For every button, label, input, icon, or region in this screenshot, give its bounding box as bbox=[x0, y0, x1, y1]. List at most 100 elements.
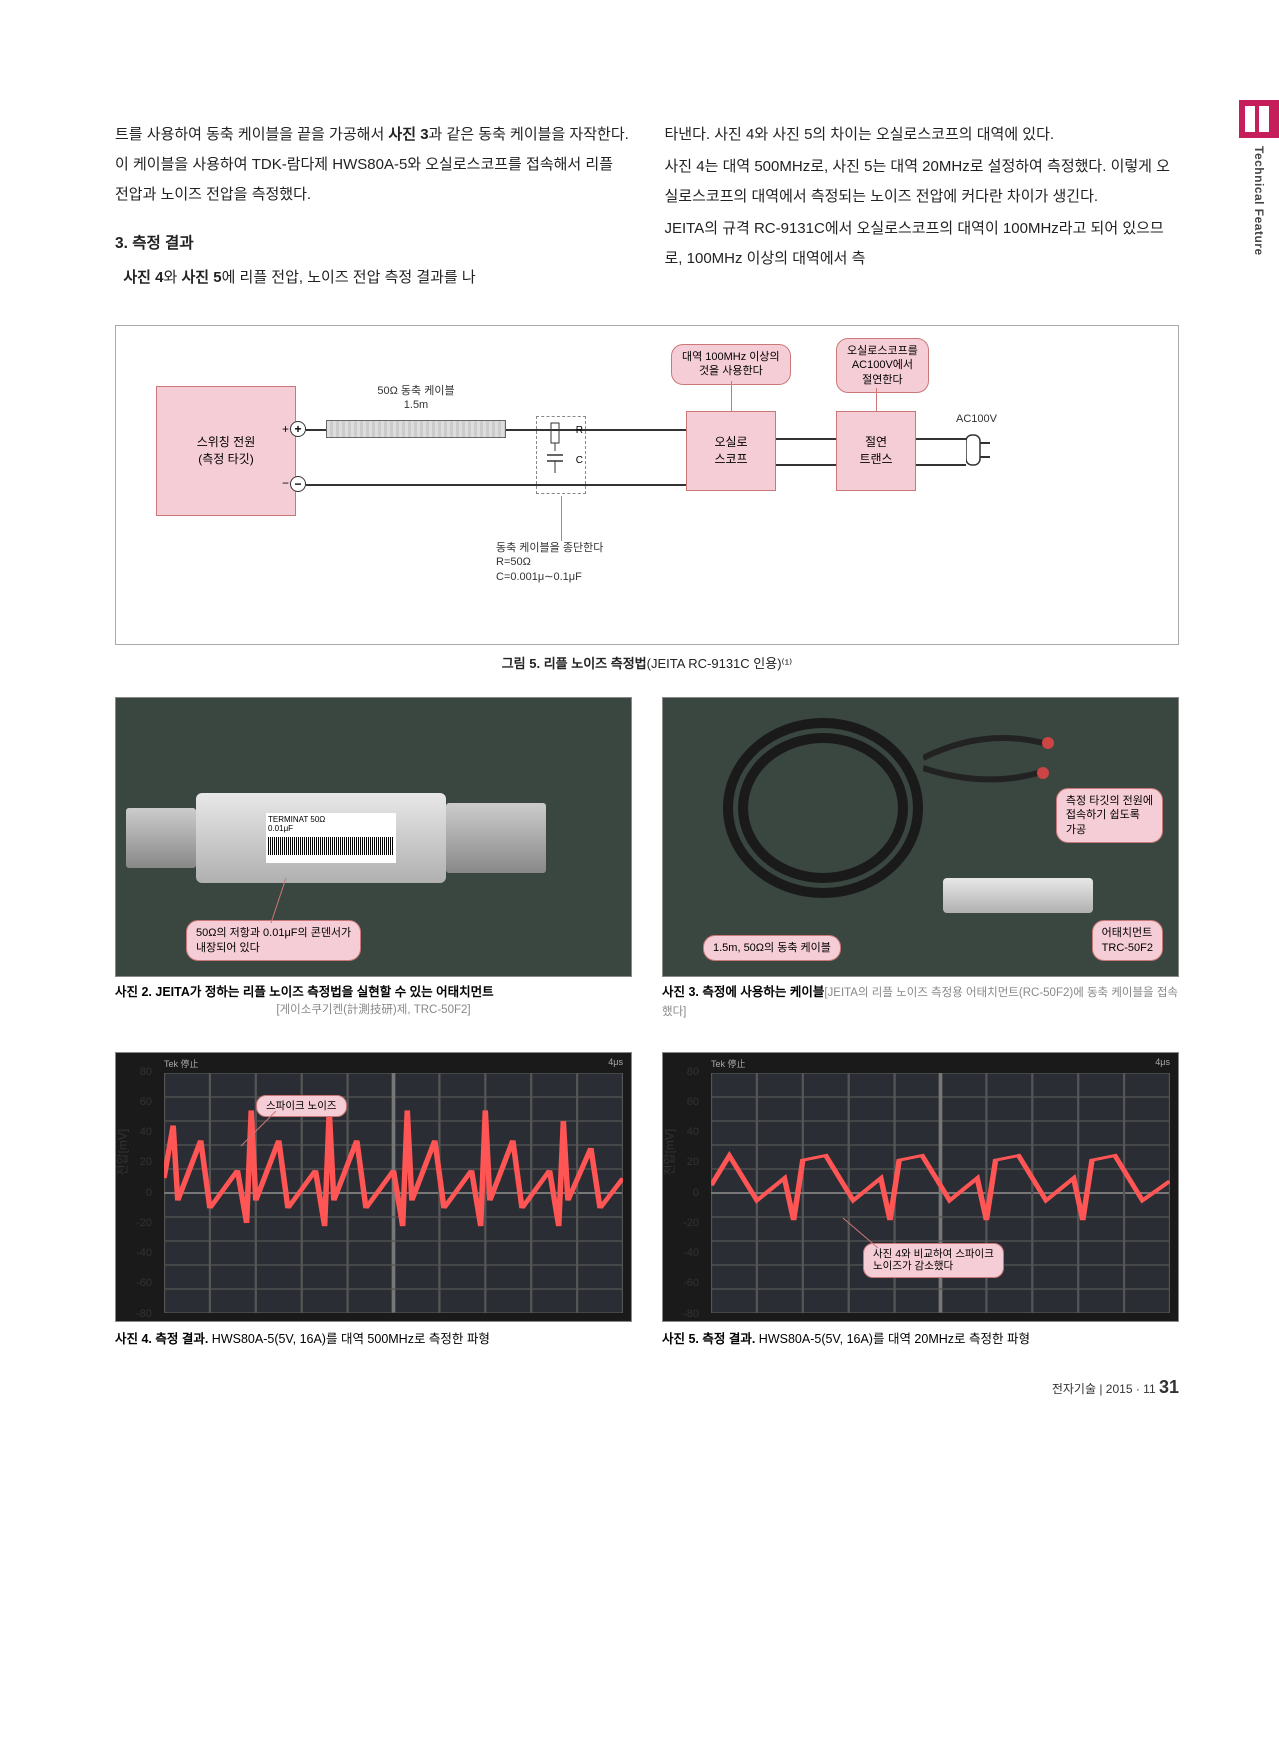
body-text-r1: 타낸다. 사진 4와 사진 5의 차이는 오실로스코프의 대역에 있다. bbox=[665, 120, 1180, 150]
scope-tek-label: Tek 停止 bbox=[711, 1057, 746, 1071]
ac-label: AC100V bbox=[956, 412, 997, 426]
y-tick-label: -20 bbox=[671, 1217, 699, 1229]
scope-block-label: 오실로 스코프 bbox=[714, 434, 747, 468]
y-tick-label: 60 bbox=[671, 1096, 699, 1108]
attachment-label: TERMINAT 50Ω 0.01μF bbox=[266, 813, 396, 863]
scope-5-caption: 사진 5. 측정 결과. HWS80A-5(5V, 16A)를 대역 20MHz… bbox=[662, 1328, 1179, 1347]
y-tick-label: -40 bbox=[124, 1247, 152, 1259]
leader-line bbox=[266, 878, 306, 928]
rc-note: 동축 케이블을 종단한다 R=50Ω C=0.001μ∼0.1μF bbox=[496, 541, 676, 584]
photo-3-caption: 사진 3. 측정에 사용하는 케이블[JEITA의 리플 노이즈 측정용 어태치… bbox=[662, 983, 1179, 1022]
y-tick-label: -80 bbox=[671, 1308, 699, 1320]
scope4-caption-bold: 사진 4. 측정 결과. bbox=[115, 1332, 212, 1346]
footer-page: 31 bbox=[1159, 1377, 1179, 1397]
photo-2-image: TERMINAT 50Ω 0.01μF 50Ω의 저항과 0.01μF의 콘덴서… bbox=[115, 697, 632, 977]
note-isolation: 오실로스코프를 AC100V에서 절연한다 bbox=[836, 338, 929, 393]
note-bandwidth: 대역 100MHz 이상의 것을 사용한다 bbox=[671, 344, 791, 385]
photo2-caption-bold: 사진 2. JEITA가 정하는 리플 노이즈 측정법을 실현할 수 있는 어태… bbox=[115, 985, 494, 999]
photo-row: TERMINAT 50Ω 0.01μF 50Ω의 저항과 0.01μF의 콘덴서… bbox=[115, 697, 1179, 1022]
y-tick-label: 60 bbox=[124, 1096, 152, 1108]
body-text-2b: 와 bbox=[163, 269, 181, 286]
photo-2: TERMINAT 50Ω 0.01μF 50Ω의 저항과 0.01μF의 콘덴서… bbox=[115, 697, 632, 1022]
y-tick-label: -60 bbox=[671, 1277, 699, 1289]
side-tab-label: Technical Feature bbox=[1252, 146, 1266, 256]
scope-4: 전압[mV] 806040200-20-40-60-80 Tek 停止 4μs … bbox=[115, 1052, 632, 1347]
cable-label: 50Ω 동축 케이블 1.5m bbox=[356, 384, 476, 413]
y-tick-label: 0 bbox=[124, 1187, 152, 1199]
photo-3: 측정 타깃의 전원에 접속하기 쉽도록 가공 1.5m, 50Ω의 동축 케이블… bbox=[662, 697, 1179, 1022]
left-column: 트를 사용하여 동축 케이블을 끝을 가공해서 사진 3과 같은 동축 케이블을… bbox=[115, 120, 630, 295]
terminal-minus: − bbox=[290, 476, 306, 492]
barcode-icon bbox=[268, 837, 394, 855]
photo2-caption-sub: [게이소쿠기켄(計測技研)제, TRC-50F2] bbox=[115, 1002, 632, 1019]
leader-line bbox=[236, 1111, 296, 1151]
photo3-caption-bold: 사진 3. 측정에 사용하는 케이블 bbox=[662, 985, 824, 999]
photo-3-image: 측정 타깃의 전원에 접속하기 쉽도록 가공 1.5m, 50Ω의 동축 케이블… bbox=[662, 697, 1179, 977]
scope-topbar: Tek 停止 4μs bbox=[711, 1057, 1170, 1071]
fig5-caption-bold: 그림 5. 리플 노이즈 측정법 bbox=[502, 656, 647, 671]
y-tick-label: 20 bbox=[671, 1156, 699, 1168]
leader-line bbox=[838, 1218, 888, 1253]
transformer-block-label: 절연 트랜스 bbox=[859, 434, 892, 468]
y-tick-label: 20 bbox=[124, 1156, 152, 1168]
scope-4-plot bbox=[164, 1073, 623, 1313]
wire bbox=[506, 429, 686, 431]
wire bbox=[916, 438, 966, 440]
figure-5-diagram: 스위칭 전원 (측정 타깃) + − + − 50Ω 동축 케이블 1.5m R… bbox=[115, 325, 1179, 645]
minus-sign: − bbox=[282, 476, 289, 490]
wire bbox=[306, 484, 686, 486]
leader-line bbox=[731, 381, 732, 411]
photo3-callout-2: 1.5m, 50Ω의 동축 케이블 bbox=[703, 935, 841, 961]
scope-5-screen: 전압[mV] 806040200-20-40-60-80 Tek 停止 4μs … bbox=[662, 1052, 1179, 1322]
leader-line bbox=[876, 388, 877, 411]
psu-block: 스위칭 전원 (측정 타깃) bbox=[156, 386, 296, 516]
side-tab: Technical Feature bbox=[1239, 100, 1279, 256]
y-tick-label: 80 bbox=[671, 1066, 699, 1078]
body-text: 트를 사용하여 동축 케이블을 끝을 가공해서 사진 3과 같은 동축 케이블을… bbox=[115, 120, 1179, 295]
cable-barrel-top bbox=[326, 420, 506, 438]
body-text-2a: 사진 4 bbox=[123, 269, 163, 286]
body-text-2c: 사진 5 bbox=[181, 269, 221, 286]
y-tick-label: 0 bbox=[671, 1187, 699, 1199]
y-tick-label: -40 bbox=[671, 1247, 699, 1259]
bnc-connector bbox=[446, 803, 546, 873]
cable-ends bbox=[923, 718, 1073, 798]
wire bbox=[306, 429, 326, 431]
photo3-callout-3: 어태치먼트 TRC-50F2 bbox=[1092, 920, 1163, 961]
photo3-callout-1: 측정 타깃의 전원에 접속하기 쉽도록 가공 bbox=[1056, 788, 1163, 843]
photo-2-caption: 사진 2. JEITA가 정하는 리플 노이즈 측정법을 실현할 수 있는 어태… bbox=[115, 983, 632, 1019]
scope-timebase: 4μs bbox=[608, 1057, 623, 1071]
attachment-inline bbox=[943, 878, 1093, 913]
body-text-1a: 트를 사용하여 동축 케이블을 끝을 가공해서 bbox=[115, 126, 388, 143]
y-tick-label: 80 bbox=[124, 1066, 152, 1078]
scope4-caption-rest: HWS80A-5(5V, 16A)를 대역 500MHz로 측정한 파형 bbox=[212, 1332, 490, 1346]
body-text-r3: JEITA의 규격 RC-9131C에서 오실로스코프의 대역이 100MHz라… bbox=[665, 214, 1180, 274]
right-column: 타낸다. 사진 4와 사진 5의 차이는 오실로스코프의 대역에 있다. 사진 … bbox=[665, 120, 1180, 295]
bnc-connector bbox=[126, 808, 196, 868]
rc-network: R C bbox=[536, 416, 586, 494]
y-tick-label: -20 bbox=[124, 1217, 152, 1229]
c-label: C bbox=[576, 455, 583, 466]
plus-sign: + bbox=[282, 422, 289, 436]
scope-5: 전압[mV] 806040200-20-40-60-80 Tek 停止 4μs … bbox=[662, 1052, 1179, 1347]
psu-label: 스위칭 전원 (측정 타깃) bbox=[197, 434, 256, 468]
scope-4-caption: 사진 4. 측정 결과. HWS80A-5(5V, 16A)를 대역 500MH… bbox=[115, 1328, 632, 1347]
footer-magazine: 전자기술 bbox=[1052, 1382, 1096, 1396]
terminal-plus: + bbox=[290, 421, 306, 437]
scope-tek-label: Tek 停止 bbox=[164, 1057, 199, 1071]
footer-date: 2015 · 11 bbox=[1106, 1382, 1156, 1396]
scope-row: 전압[mV] 806040200-20-40-60-80 Tek 停止 4μs … bbox=[115, 1052, 1179, 1347]
leader-line bbox=[561, 496, 562, 541]
y-tick-label: -80 bbox=[124, 1308, 152, 1320]
attachment-label-text: TERMINAT 50Ω 0.01μF bbox=[268, 815, 325, 833]
body-text-2d: 에 리플 전압, 노이즈 전압 측정 결과를 나 bbox=[222, 269, 476, 286]
scope5-caption-rest: HWS80A-5(5V, 16A)를 대역 20MHz로 측정한 파형 bbox=[759, 1332, 1030, 1346]
page-footer: 전자기술 | 2015 · 11 31 bbox=[115, 1377, 1179, 1398]
figure-5-caption: 그림 5. 리플 노이즈 측정법(JEITA RC-9131C 인용)⁽¹⁾ bbox=[115, 653, 1179, 672]
scope-4-screen: 전압[mV] 806040200-20-40-60-80 Tek 停止 4μs … bbox=[115, 1052, 632, 1322]
wire bbox=[916, 464, 966, 466]
scope5-caption-bold: 사진 5. 측정 결과. bbox=[662, 1332, 759, 1346]
section-heading: 3. 측정 결과 bbox=[115, 228, 630, 259]
scope-topbar: Tek 停止 4μs bbox=[164, 1057, 623, 1071]
wire bbox=[776, 438, 836, 440]
